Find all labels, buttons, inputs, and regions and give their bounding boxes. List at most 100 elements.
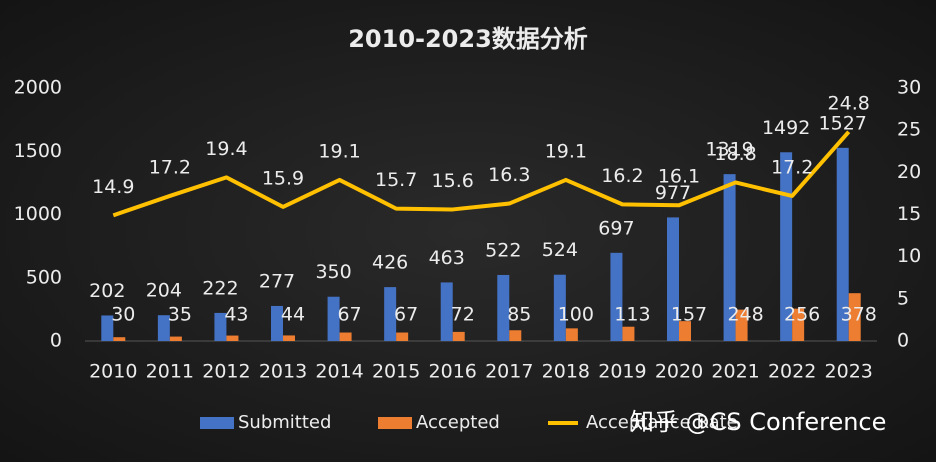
bar xyxy=(169,336,182,341)
bar xyxy=(622,326,635,341)
bar xyxy=(339,332,352,341)
data-label: 43 xyxy=(224,304,248,326)
data-label: 202 xyxy=(89,280,125,302)
data-label: 19.1 xyxy=(545,140,587,162)
data-label: 100 xyxy=(558,304,594,326)
legend-label: Acceptance Rate xyxy=(586,412,738,433)
chart-title: 2010-2023数据分析 xyxy=(348,25,588,53)
bar xyxy=(283,335,295,341)
data-label: 378 xyxy=(841,304,877,326)
data-label: 277 xyxy=(259,270,295,292)
data-label: 67 xyxy=(337,304,361,326)
data-label: 17.2 xyxy=(771,156,813,178)
bar xyxy=(679,321,691,341)
bar xyxy=(452,331,465,341)
y2-tick-label: 0 xyxy=(897,330,909,352)
data-label: 16.2 xyxy=(601,165,643,187)
bar xyxy=(327,296,340,341)
line xyxy=(112,130,851,218)
data-label: 1492 xyxy=(762,117,810,139)
data-label: 67 xyxy=(394,304,418,326)
data-label: 157 xyxy=(671,304,707,326)
y-tick-label: 1000 xyxy=(14,203,62,225)
x-tick-label: 2020 xyxy=(655,361,703,383)
bar xyxy=(836,147,849,341)
y2-tick-label: 5 xyxy=(897,287,909,309)
data-label: 72 xyxy=(451,304,475,326)
bar xyxy=(497,274,510,341)
x-tick-label: 2010 xyxy=(89,361,137,383)
watermark: 知乎 @CS Conference xyxy=(630,408,886,436)
data-label: 44 xyxy=(281,304,305,326)
data-label: 17.2 xyxy=(149,156,191,178)
data-label: 1319 xyxy=(705,139,753,161)
x-tick-label: 2017 xyxy=(485,361,533,383)
legend-swatch xyxy=(200,417,234,429)
y-tick-label: 1500 xyxy=(14,140,62,162)
bar xyxy=(384,287,397,341)
bar xyxy=(440,282,453,341)
x-tick-label: 2013 xyxy=(259,361,307,383)
legend-label: Accepted xyxy=(416,412,500,433)
y-tick-label: 0 xyxy=(50,330,62,352)
data-label: 16.3 xyxy=(488,164,530,186)
bar xyxy=(792,308,805,341)
y2-tick-label: 15 xyxy=(897,203,921,225)
legend-swatch xyxy=(378,417,412,429)
data-label: 222 xyxy=(202,277,238,299)
data-label: 977 xyxy=(655,182,691,204)
data-label: 15.6 xyxy=(432,170,474,192)
data-label: 19.1 xyxy=(318,140,360,162)
data-label: 524 xyxy=(542,239,578,261)
bar xyxy=(848,293,861,341)
x-tick-label: 2018 xyxy=(542,361,590,383)
bar xyxy=(723,174,736,341)
x-tick-label: 2023 xyxy=(825,361,873,383)
data-label: 16.1 xyxy=(658,166,700,188)
y-tick-label: 2000 xyxy=(14,77,62,99)
data-label: 14.9 xyxy=(92,176,134,198)
bar xyxy=(271,305,283,341)
data-label: 697 xyxy=(598,217,634,239)
x-tick-label: 2012 xyxy=(202,361,250,383)
data-label: 85 xyxy=(507,304,531,326)
bar xyxy=(565,328,578,341)
data-label: 426 xyxy=(372,252,408,274)
legend-label: Submitted xyxy=(238,412,331,433)
data-label: 113 xyxy=(614,304,650,326)
y2-tick-label: 25 xyxy=(897,119,921,141)
y2-tick-label: 10 xyxy=(897,245,921,267)
data-label: 522 xyxy=(485,239,521,261)
data-label: 35 xyxy=(168,304,192,326)
y2-tick-label: 30 xyxy=(897,77,921,99)
x-tick-label: 2022 xyxy=(768,361,816,383)
bar xyxy=(396,332,409,341)
y-tick-label: 500 xyxy=(26,266,62,288)
bar xyxy=(667,217,679,341)
y2-tick-label: 20 xyxy=(897,161,921,183)
bar xyxy=(553,274,566,341)
x-tick-label: 2019 xyxy=(598,361,646,383)
x-tick-label: 2015 xyxy=(372,361,420,383)
bar xyxy=(735,309,748,341)
data-label: 463 xyxy=(429,247,465,269)
bar xyxy=(157,315,170,341)
x-tick-label: 2016 xyxy=(429,361,477,383)
data-label: 248 xyxy=(727,304,763,326)
data-label: 256 xyxy=(784,304,820,326)
data-label: 15.9 xyxy=(262,167,304,189)
data-label: 204 xyxy=(146,280,182,302)
data-label: 30 xyxy=(111,304,135,326)
data-label: 15.7 xyxy=(375,169,417,191)
bar xyxy=(113,337,126,341)
bar xyxy=(101,315,114,341)
bar xyxy=(780,152,793,341)
data-label: 350 xyxy=(315,261,351,283)
bar xyxy=(226,335,239,341)
x-tick-label: 2011 xyxy=(146,361,194,383)
x-tick-label: 2014 xyxy=(315,361,363,383)
data-label: 19.4 xyxy=(205,138,247,160)
bar xyxy=(509,330,522,341)
data-label: 18.8 xyxy=(714,143,756,165)
